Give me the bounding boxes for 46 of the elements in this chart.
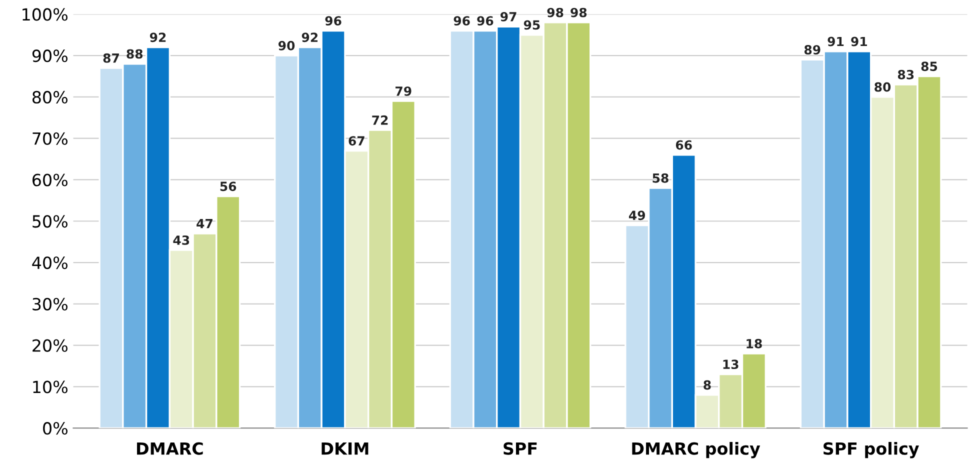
data-label: 91 — [851, 36, 867, 46]
y-tick-label: 0% — [43, 422, 68, 435]
data-label: 91 — [828, 36, 844, 46]
data-label: 18 — [746, 338, 762, 348]
data-label: 83 — [898, 70, 914, 80]
x-tick-label: DKIM — [322, 442, 368, 455]
y-tick-label: 100% — [22, 8, 68, 21]
y-tick-label: 10% — [33, 380, 68, 394]
data-label: 49 — [628, 210, 646, 220]
data-label: 98 — [547, 8, 564, 18]
data-label: 43 — [173, 235, 190, 245]
data-label: 87 — [103, 53, 119, 63]
data-label: 66 — [676, 140, 692, 150]
data-label: 92 — [302, 32, 318, 42]
x-tick-label: DMARC — [137, 442, 203, 455]
data-label: 90 — [278, 40, 295, 50]
data-label: 72 — [372, 115, 388, 125]
data-label: 79 — [396, 86, 412, 96]
data-label: 96 — [325, 16, 342, 26]
data-label: 95 — [524, 20, 540, 30]
data-label: 92 — [150, 32, 166, 42]
data-label: 97 — [500, 12, 516, 22]
data-label: 96 — [477, 16, 494, 26]
data-label: 98 — [570, 8, 587, 18]
x-tick-label: DMARC policy — [632, 442, 760, 458]
data-label: 85 — [921, 62, 938, 72]
data-label: 96 — [454, 16, 470, 26]
y-tick-label: 90% — [32, 50, 68, 62]
y-tick-label: 40% — [32, 256, 68, 270]
data-label: 56 — [220, 182, 236, 192]
data-label: 58 — [652, 173, 668, 183]
y-tick-label: 50% — [32, 215, 68, 228]
data-label: 13 — [723, 360, 738, 370]
data-label: 89 — [804, 45, 820, 55]
x-tick-label: SPF — [504, 442, 537, 455]
y-tick-label: 20% — [32, 339, 68, 352]
y-tick-label: 80% — [32, 90, 68, 104]
data-label: 47 — [196, 219, 212, 228]
y-tick-label: 70% — [32, 132, 68, 145]
data-label: 80 — [874, 82, 891, 92]
data-label: 67 — [348, 136, 364, 146]
x-tick-label: SPF policy — [824, 442, 919, 458]
data-label: 88 — [126, 49, 143, 59]
data-label: 8 — [704, 380, 711, 390]
y-tick-label: 60% — [32, 174, 68, 186]
y-tick-label: 30% — [32, 298, 68, 310]
